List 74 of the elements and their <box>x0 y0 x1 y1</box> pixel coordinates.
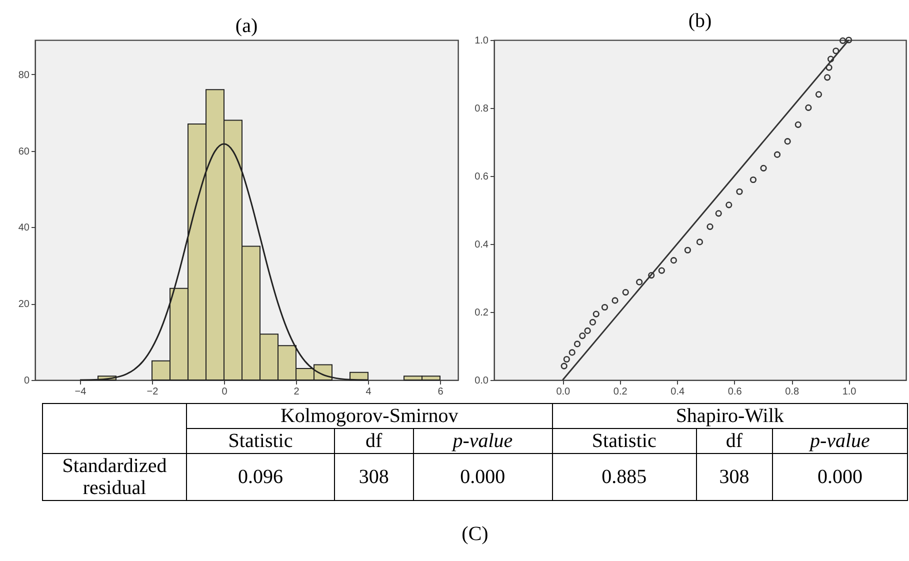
x-tick-label: 1.0 <box>842 386 857 398</box>
y-tick-label: 0.6 <box>474 172 489 182</box>
point <box>760 164 767 172</box>
text: 0.000 <box>817 466 862 488</box>
point <box>815 91 822 98</box>
x-tick-label: −2 <box>146 386 159 398</box>
point <box>648 272 655 279</box>
point <box>805 104 812 111</box>
y-tick-label: 20 <box>18 299 30 310</box>
category-label: p-value <box>413 428 552 454</box>
point <box>589 318 596 326</box>
point <box>706 223 714 230</box>
point <box>794 121 802 128</box>
text: 0.885 <box>602 466 647 488</box>
point <box>784 138 791 145</box>
y-tick-label: 1.0 <box>474 36 489 46</box>
category-label: Statistic <box>552 428 696 454</box>
x-tick-label: 0 <box>222 386 228 398</box>
point <box>622 288 629 296</box>
text: Kolmogorov-Smirnov <box>186 404 552 428</box>
point <box>826 64 832 71</box>
point <box>612 297 618 304</box>
point <box>696 238 704 246</box>
x-tick-label: 6 <box>438 386 444 398</box>
x-tick-label: −4 <box>74 386 87 398</box>
point <box>563 356 570 363</box>
point <box>750 176 757 184</box>
point <box>726 202 732 208</box>
category-label: df <box>696 428 772 454</box>
y-tick-label: 40 <box>18 222 30 234</box>
point <box>824 74 831 81</box>
y-tick-label: 60 <box>18 146 30 158</box>
point <box>560 362 568 370</box>
text: 308 <box>358 466 389 488</box>
point <box>579 332 586 340</box>
point <box>827 56 834 62</box>
x-tick-label: 4 <box>366 386 372 398</box>
point <box>658 267 665 274</box>
point <box>592 310 600 318</box>
text: (C) <box>460 523 490 546</box>
y-tick-label: 0.4 <box>474 240 489 250</box>
y-tick-label: 0.0 <box>474 376 489 386</box>
point <box>774 151 781 158</box>
x-tick-label: 0.4 <box>670 386 685 398</box>
text: 308 <box>719 466 750 488</box>
y-tick-label: 0.8 <box>474 104 489 114</box>
point <box>601 304 608 311</box>
text: 0.000 <box>460 466 506 488</box>
point <box>684 246 691 254</box>
x-tick-label: 0.6 <box>728 386 742 398</box>
point <box>839 37 846 44</box>
y-tick-label: 80 <box>18 70 30 81</box>
point <box>832 48 840 54</box>
category-label: df <box>334 428 414 454</box>
point <box>670 257 677 264</box>
point <box>736 188 743 195</box>
category-label: Standardized residual <box>62 455 167 499</box>
x-tick-label: 0.8 <box>785 386 800 398</box>
x-tick-label: 0.0 <box>556 386 571 398</box>
point <box>568 349 576 356</box>
chart-title: (b) <box>688 10 712 32</box>
x-tick-label: 2 <box>294 386 300 398</box>
point <box>574 340 581 348</box>
point <box>715 210 722 217</box>
text: 0.096 <box>238 466 284 488</box>
y-tick-label: 0 <box>24 376 30 386</box>
text: Shapiro-Wilk <box>552 404 908 428</box>
x-tick-label: 0.2 <box>613 386 628 398</box>
point <box>636 278 643 286</box>
category-label: p-value <box>772 428 908 454</box>
point <box>584 327 591 334</box>
category-label: Statistic <box>186 428 335 454</box>
chart-title: (a) <box>235 15 258 37</box>
y-tick-label: 0.2 <box>474 308 489 318</box>
